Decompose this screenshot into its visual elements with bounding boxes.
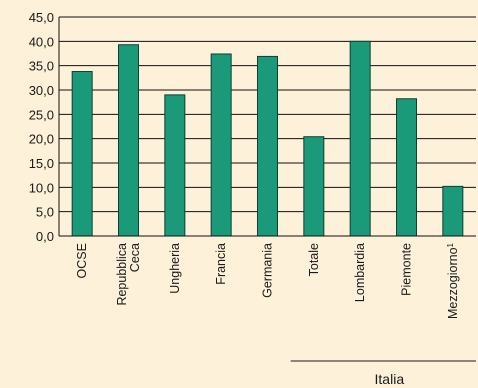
category-label: Piemonte <box>400 243 414 296</box>
bar <box>71 71 93 237</box>
bar <box>396 98 417 237</box>
y-tick-label: 15,0 <box>29 156 54 171</box>
bar <box>303 136 325 237</box>
bar <box>442 185 464 237</box>
y-tick-label: 45,0 <box>29 10 54 25</box>
y-tick-label: 35,0 <box>29 59 54 74</box>
category-label: Mezzogiorno1 <box>445 242 460 319</box>
bar <box>257 55 278 237</box>
bar <box>349 40 371 237</box>
category-label: Repubblica <box>115 243 129 306</box>
bar <box>118 44 139 237</box>
category-label: Ceca <box>128 243 142 272</box>
category-label: OCSE <box>75 243 89 278</box>
category-label: Ungheria <box>168 243 182 294</box>
y-tick-label: 10,0 <box>29 180 54 195</box>
group-label: Italia <box>375 371 405 387</box>
y-tick-label: 5,0 <box>36 205 54 220</box>
category-label: Francia <box>214 243 228 285</box>
y-tick-label: 25,0 <box>29 107 54 122</box>
footnote-marker: 1 <box>445 242 454 247</box>
category-label: Lombardia <box>353 243 367 302</box>
category-label: Totale <box>307 243 321 276</box>
y-tick-label: 20,0 <box>29 132 54 147</box>
bar <box>210 53 232 237</box>
bar <box>164 94 186 237</box>
y-tick-label: 40,0 <box>29 34 54 49</box>
category-label: Germania <box>261 243 275 298</box>
y-tick-label: 30,0 <box>29 83 54 98</box>
y-tick-label: 0,0 <box>36 229 54 244</box>
